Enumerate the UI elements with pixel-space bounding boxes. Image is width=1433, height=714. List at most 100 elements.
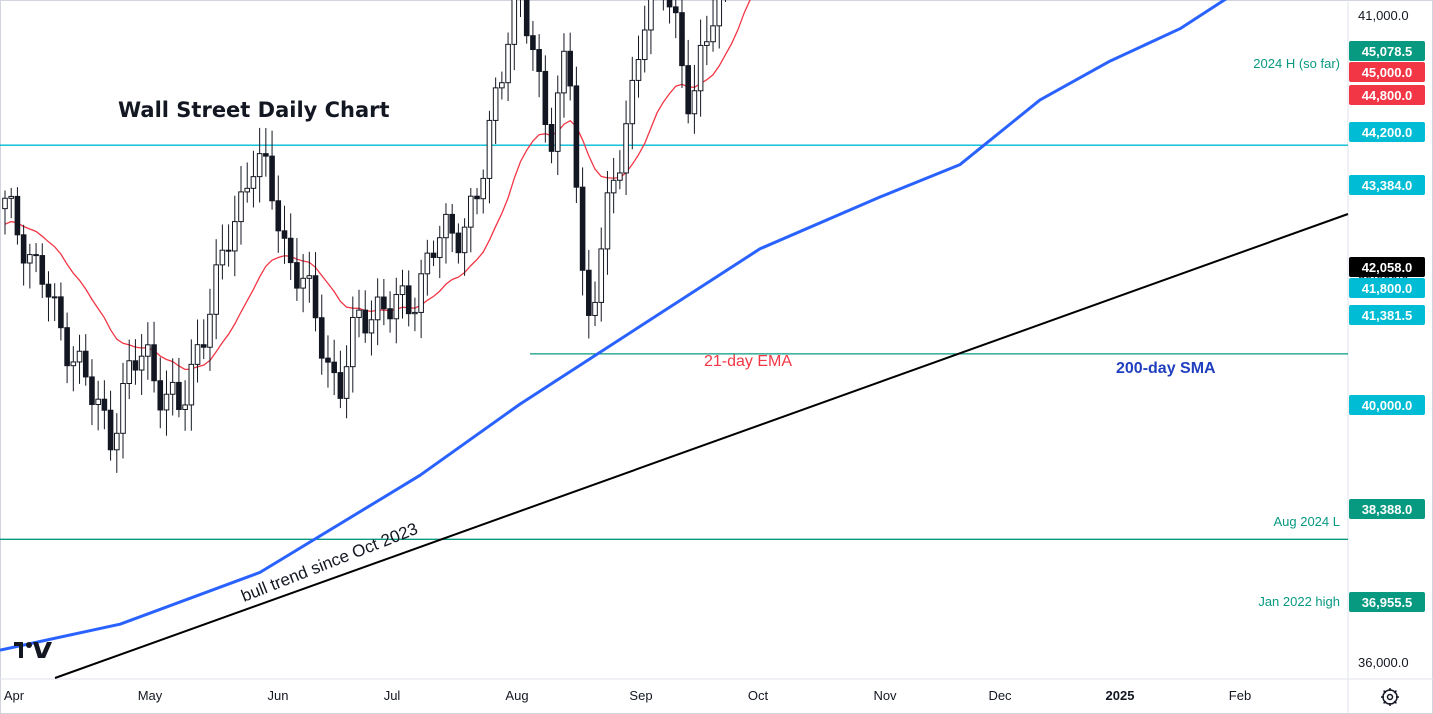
level-badge-text: 43,384.0	[1362, 178, 1413, 193]
price-tick-label: 36,000.0	[1358, 655, 1409, 670]
candle-body	[2, 197, 8, 210]
candle-body	[76, 350, 83, 363]
level-badge-8	[1349, 395, 1425, 415]
tradingview-logo	[14, 642, 52, 658]
candle-body	[704, 41, 710, 46]
candle-body	[374, 296, 381, 321]
candle-body	[95, 398, 101, 406]
candle-body	[244, 187, 251, 193]
candle-body	[523, 0, 530, 37]
candle-body	[176, 381, 182, 410]
candle-body	[561, 50, 567, 94]
candle-body	[399, 285, 406, 296]
candle-body	[331, 361, 337, 374]
candle-body	[449, 213, 455, 234]
ema-line	[4, 0, 751, 371]
candle-body	[219, 249, 226, 266]
candle-body	[579, 186, 586, 271]
candle-body	[648, 0, 654, 31]
sma-layer	[0, 0, 1228, 652]
time-axis[interactable]: Apr May Jun Jul Aug Sep Oct Nov Dec 2025 Feb	[4, 688, 1251, 703]
level-badge-text: 44,200.0	[1362, 125, 1413, 140]
candle-body	[499, 82, 505, 89]
candle-body	[337, 372, 344, 399]
price-tick-label: 41,000.0	[1358, 8, 1409, 23]
candle-body	[455, 232, 462, 254]
candle-body	[592, 301, 598, 316]
candle-body	[39, 255, 46, 285]
candle-body	[294, 262, 300, 289]
candle-body	[474, 195, 480, 200]
month-label: Jul	[384, 688, 401, 703]
candle-body	[350, 316, 356, 368]
candle-body	[275, 200, 282, 232]
candle-body	[238, 191, 244, 223]
ema-annotation: 21-day EMA	[704, 353, 792, 370]
note-aug-low: Aug 2024 L	[1273, 514, 1340, 529]
candle-body	[213, 264, 219, 315]
candle-body	[480, 177, 487, 200]
ema-layer	[4, 0, 751, 371]
candle-body	[542, 70, 549, 125]
level-badge-text: 42,058.0	[1362, 260, 1413, 275]
candle-body	[430, 252, 437, 258]
level-badge-2	[1349, 85, 1425, 105]
candle-body	[89, 376, 95, 406]
candle-body	[468, 195, 474, 228]
level-badge-7	[1349, 305, 1425, 325]
candle-body	[256, 153, 263, 178]
candle-body	[70, 361, 77, 367]
month-label: Sep	[629, 688, 652, 703]
candle-body	[393, 294, 400, 320]
candle-body	[107, 409, 114, 451]
candle-body	[486, 119, 493, 179]
candle-body	[312, 275, 319, 319]
candle-body	[151, 344, 157, 382]
candle-body	[194, 344, 201, 365]
candle-body	[548, 123, 555, 152]
candle-body	[45, 283, 52, 298]
candle-body	[120, 382, 126, 434]
candle-body	[505, 43, 511, 84]
level-badge-text: 40,000.0	[1362, 398, 1413, 413]
candle-body	[412, 311, 418, 315]
candle-body	[604, 192, 611, 250]
trendline-layer	[54, 213, 1349, 679]
candle-body	[287, 237, 294, 264]
month-label: Oct	[748, 688, 769, 703]
month-label: Aug	[505, 688, 528, 703]
candle-body	[586, 269, 592, 316]
candle-body	[207, 313, 213, 348]
candle-body	[51, 296, 58, 299]
levels-layer	[0, 144, 1348, 540]
candle-body	[157, 380, 164, 411]
candle-body	[461, 226, 468, 254]
candle-body	[20, 234, 27, 264]
candle-body	[27, 254, 33, 264]
candle-body	[269, 155, 275, 202]
candle-body	[14, 195, 21, 236]
candle-body	[511, 0, 518, 45]
candle-body	[306, 275, 313, 279]
candle-body	[8, 195, 15, 199]
level-badge-1	[1349, 62, 1425, 82]
candle-body	[567, 50, 573, 87]
month-label: Dec	[988, 688, 1012, 703]
candle-body	[33, 254, 39, 257]
candle-body	[573, 85, 580, 188]
candle-body	[424, 252, 431, 275]
level-badge-10	[1349, 592, 1425, 612]
candle-body	[263, 153, 269, 157]
candle-body	[623, 123, 629, 174]
level-badge-text: 45,000.0	[1362, 65, 1413, 80]
candle-body	[356, 309, 362, 318]
candle-body	[554, 92, 561, 152]
level-badge-0	[1349, 41, 1425, 61]
gear-icon[interactable]	[1381, 688, 1399, 706]
candle-body	[685, 65, 691, 115]
level-badge-text: 45,078.5	[1362, 44, 1413, 59]
candle-body	[281, 230, 288, 239]
chart-title: Wall Street Daily Chart	[118, 98, 390, 122]
candle-body	[368, 319, 375, 334]
